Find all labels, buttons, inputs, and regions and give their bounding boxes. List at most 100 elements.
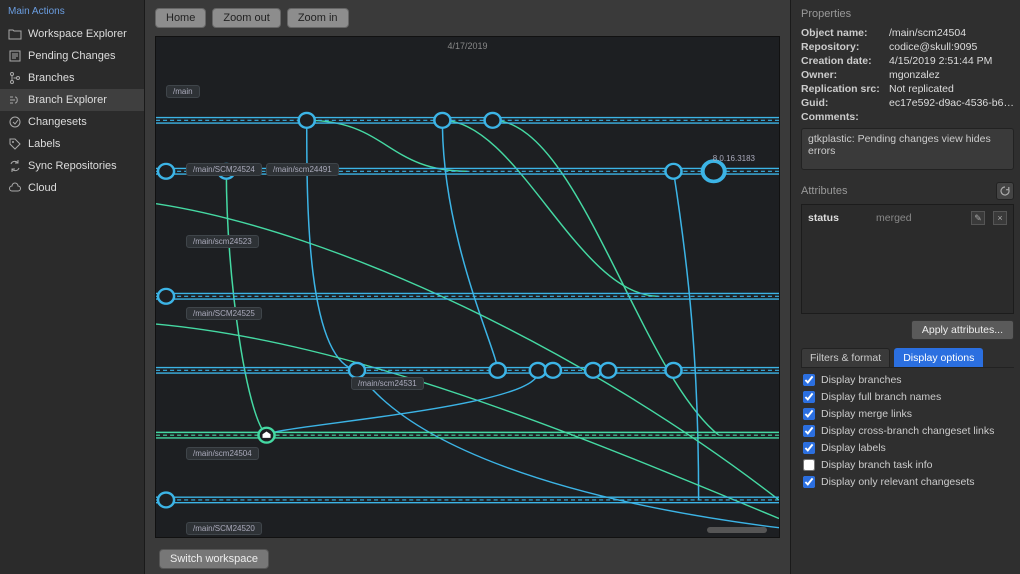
label-icon <box>8 137 22 151</box>
attributes-box: status merged ✎ × <box>801 204 1014 314</box>
branch-label[interactable]: /main/scm24504 <box>186 447 259 460</box>
branch-label[interactable]: /main/scm24531 <box>351 377 424 390</box>
tab-filters[interactable]: Filters & format <box>801 348 890 367</box>
tab-display-options[interactable]: Display options <box>894 348 983 367</box>
attribute-key: status <box>808 212 868 224</box>
cloud-icon <box>8 181 22 195</box>
sidebar-item-label: Sync Repositories <box>28 160 117 172</box>
properties-panel: Properties Object name:/main/scm24504Rep… <box>790 0 1020 574</box>
checkbox[interactable] <box>803 374 815 386</box>
branch-label[interactable]: /main <box>166 85 200 98</box>
property-row: Comments: <box>801 110 1014 124</box>
option-label: Display branch task info <box>821 459 932 471</box>
sidebar-item-label: Changesets <box>28 116 87 128</box>
branch-icon <box>8 71 22 85</box>
property-label: Comments: <box>801 111 883 123</box>
sidebar: Main Actions Workspace Explorer Pending C… <box>0 0 145 574</box>
attributes-title: Attributes <box>801 185 847 197</box>
property-value: ec17e592-d9ac-4536-b6cd-3a20aab5a25f <box>889 97 1014 109</box>
property-value: codice@skull:9095 <box>889 41 1014 53</box>
property-row: Object name: /main/scm24504 <box>801 26 1014 40</box>
sidebar-item-sync-repositories[interactable]: Sync Repositories <box>0 155 144 177</box>
sidebar-item-label: Branch Explorer <box>28 94 107 106</box>
option-display-labels[interactable]: Display labels <box>803 442 1012 454</box>
display-options: Display branches Display full branch name… <box>801 368 1014 494</box>
option-display-branches[interactable]: Display branches <box>803 374 1012 386</box>
folder-icon <box>8 27 22 41</box>
option-label: Display merge links <box>821 408 912 420</box>
tabs: Filters & format Display options <box>801 348 1014 368</box>
branch-label[interactable]: /main/SCM24525 <box>186 307 262 320</box>
toolbar: Home Zoom out Zoom in <box>145 0 790 36</box>
sidebar-item-label: Pending Changes <box>28 50 115 62</box>
property-row: Owner: mgonzalez <box>801 68 1014 82</box>
refresh-icon[interactable] <box>996 182 1014 200</box>
property-value: mgonzalez <box>889 69 1014 81</box>
edit-icon[interactable]: ✎ <box>971 211 985 225</box>
property-label: Replication src: <box>801 83 883 95</box>
sidebar-item-label: Labels <box>28 138 60 150</box>
option-display-cross-branch-changeset-links[interactable]: Display cross-branch changeset links <box>803 425 1012 437</box>
checkbox[interactable] <box>803 425 815 437</box>
property-label: Owner: <box>801 69 883 81</box>
comments-value: gtkplastic: Pending changes view hides e… <box>801 128 1014 170</box>
sidebar-title: Main Actions <box>0 2 144 23</box>
option-display-branch-task-info[interactable]: Display branch task info <box>803 459 1012 471</box>
explorer-icon <box>8 93 22 107</box>
option-label: Display labels <box>821 442 886 454</box>
pending-icon <box>8 49 22 63</box>
property-label: Creation date: <box>801 55 883 67</box>
sidebar-item-workspace-explorer[interactable]: Workspace Explorer <box>0 23 144 45</box>
sidebar-item-label: Workspace Explorer <box>28 28 127 40</box>
sidebar-item-branch-explorer[interactable]: Branch Explorer <box>0 89 144 111</box>
branch-label[interactable]: /main/scm24523 <box>186 235 259 248</box>
option-label: Display only relevant changesets <box>821 476 975 488</box>
sidebar-item-label: Branches <box>28 72 74 84</box>
sidebar-item-changesets[interactable]: Changesets <box>0 111 144 133</box>
delete-icon[interactable]: × <box>993 211 1007 225</box>
property-value: /main/scm24504 <box>889 27 1014 39</box>
checkbox[interactable] <box>803 459 815 471</box>
option-display-full-branch-names[interactable]: Display full branch names <box>803 391 1012 403</box>
checkbox[interactable] <box>803 442 815 454</box>
property-row: Guid:ec17e592-d9ac-4536-b6cd-3a20aab5a25… <box>801 96 1014 110</box>
zoom-in-button[interactable]: Zoom in <box>287 8 349 28</box>
main-area: Home Zoom out Zoom in 4/17/2019 /main/ma… <box>145 0 790 574</box>
option-label: Display branches <box>821 374 902 386</box>
apply-attributes-button[interactable]: Apply attributes... <box>911 320 1014 340</box>
switch-workspace-button[interactable]: Switch workspace <box>159 549 269 569</box>
sidebar-item-labels[interactable]: Labels <box>0 133 144 155</box>
option-display-only-relevant-changesets[interactable]: Display only relevant changesets <box>803 476 1012 488</box>
property-row: Replication src: Not replicated <box>801 82 1014 96</box>
property-label: Object name: <box>801 27 883 39</box>
sidebar-item-pending-changes[interactable]: Pending Changes <box>0 45 144 67</box>
property-value: Not replicated <box>889 83 1014 95</box>
checkbox[interactable] <box>803 476 815 488</box>
zoom-out-button[interactable]: Zoom out <box>212 8 280 28</box>
properties-title: Properties <box>801 4 1014 26</box>
option-label: Display cross-branch changeset links <box>821 425 994 437</box>
branch-label[interactable]: /main/SCM24524 <box>186 163 262 176</box>
option-label: Display full branch names <box>821 391 941 403</box>
sidebar-item-label: Cloud <box>28 182 57 194</box>
sidebar-item-branches[interactable]: Branches <box>0 67 144 89</box>
home-button[interactable]: Home <box>155 8 206 28</box>
changeset-icon <box>8 115 22 129</box>
property-row: Creation date: 4/15/2019 2:51:44 PM <box>801 54 1014 68</box>
horizontal-scrollbar[interactable] <box>707 527 767 533</box>
checkbox[interactable] <box>803 408 815 420</box>
sync-icon <box>8 159 22 173</box>
option-display-merge-links[interactable]: Display merge links <box>803 408 1012 420</box>
attribute-value: merged <box>876 212 963 224</box>
property-row: Repository: codice@skull:9095 <box>801 40 1014 54</box>
branch-label[interactable]: /main/scm24491 <box>266 163 339 176</box>
branch-canvas[interactable]: 4/17/2019 /main/main/SCM24524/main/scm24… <box>155 36 780 538</box>
checkbox[interactable] <box>803 391 815 403</box>
sidebar-item-cloud[interactable]: Cloud <box>0 177 144 199</box>
property-label: Repository: <box>801 41 883 53</box>
property-value <box>889 111 1014 123</box>
attribute-row: status merged ✎ × <box>808 211 1007 225</box>
branch-label[interactable]: /main/SCM24520 <box>186 522 262 535</box>
property-value: 4/15/2019 2:51:44 PM <box>889 55 1014 67</box>
footer: Switch workspace <box>145 544 790 574</box>
